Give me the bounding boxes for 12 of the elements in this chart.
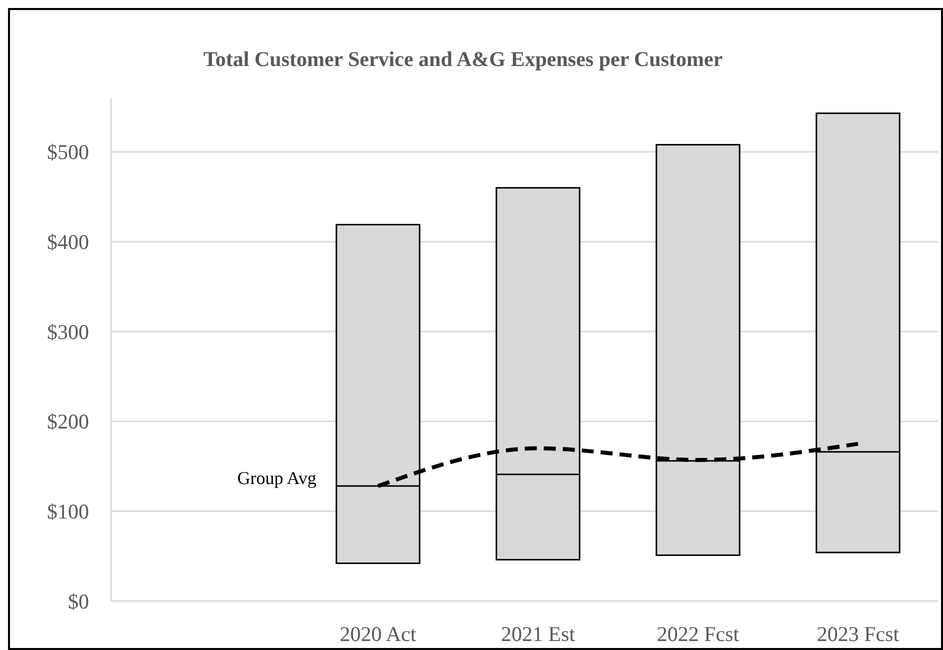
- y-tick-label: $200: [47, 410, 89, 434]
- chart-title: Total Customer Service and A&G Expenses per Customer: [203, 47, 723, 71]
- y-tick-label: $0: [68, 589, 89, 614]
- y-tick-label: $100: [47, 500, 89, 524]
- y-tick-label: $400: [47, 230, 89, 254]
- x-tick-label: 2020 Act: [340, 622, 416, 646]
- annotation: Group Avg: [237, 468, 316, 488]
- x-tick-label: 2023 Fcst: [816, 622, 900, 646]
- x-tick-label: 2022 Fcst: [656, 622, 740, 646]
- x-tick-label: 2021 Est: [500, 622, 576, 646]
- y-tick-label: $300: [47, 320, 89, 344]
- y-tick-label: $500: [47, 140, 89, 164]
